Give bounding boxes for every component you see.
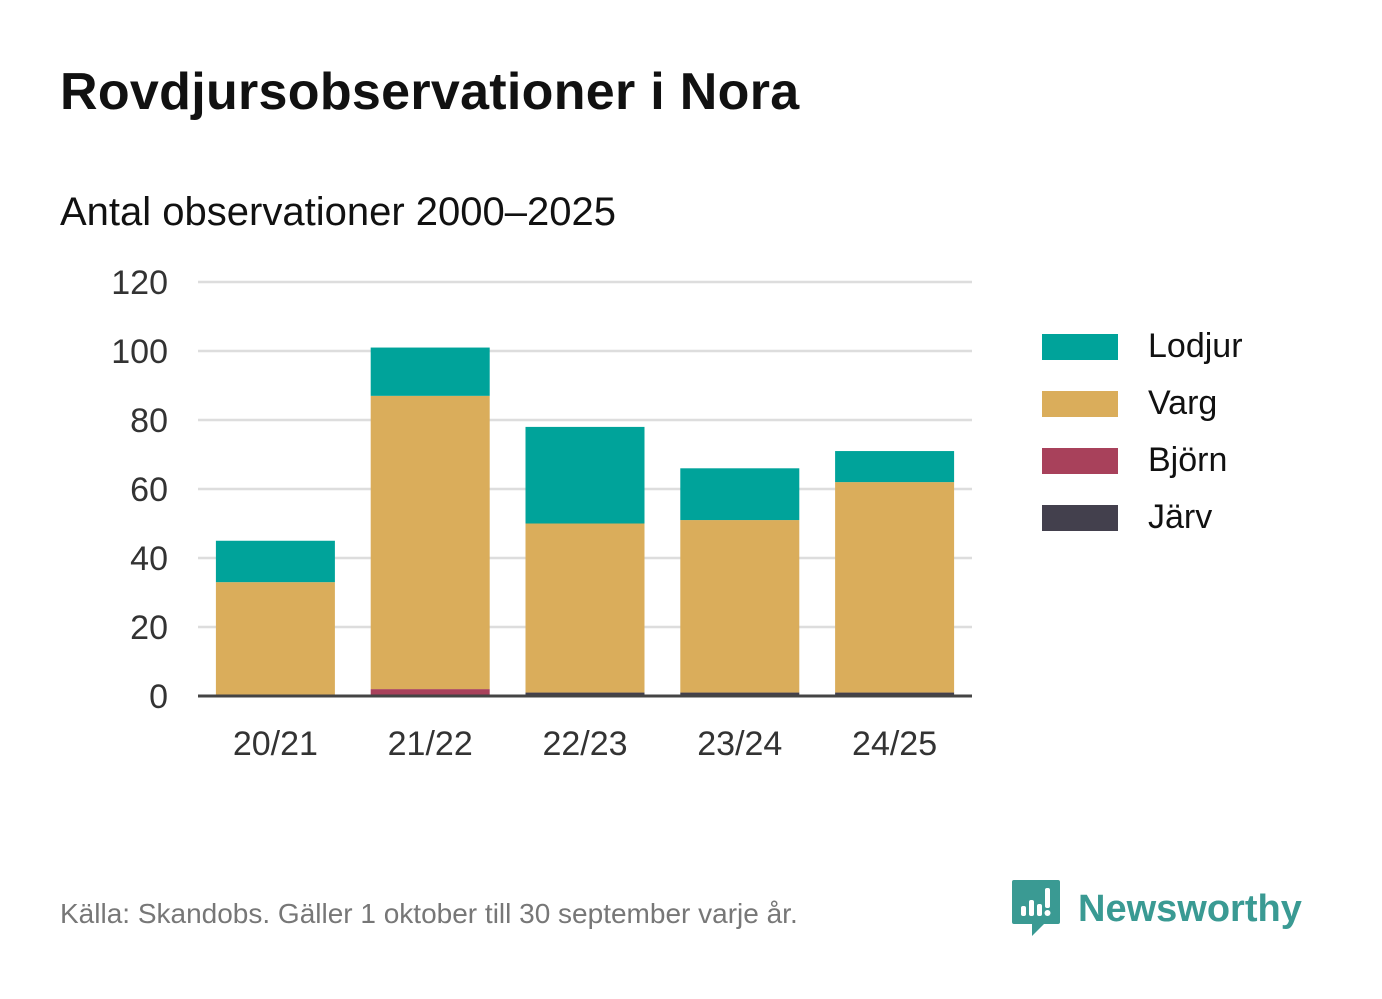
y-tick-label-120: 120 bbox=[111, 264, 168, 302]
chart-title: Rovdjursobservationer i Nora bbox=[60, 63, 800, 121]
legend-label-varg: Varg bbox=[1148, 384, 1218, 422]
bar-varg-22-23 bbox=[525, 523, 645, 693]
y-tick-label-80: 80 bbox=[130, 402, 168, 440]
legend-label-jarv: Järv bbox=[1148, 498, 1213, 536]
bar-bjrn-21-22 bbox=[370, 689, 490, 696]
legend-swatch-varg bbox=[1042, 390, 1118, 417]
bar-varg-23-24 bbox=[680, 520, 800, 693]
y-tick-label-60: 60 bbox=[130, 471, 168, 509]
x-tick-label-23-24: 23/24 bbox=[697, 725, 782, 763]
legend-swatch-lodjur bbox=[1042, 333, 1118, 360]
brand-name: Newsworthy bbox=[1078, 887, 1302, 930]
newsworthy-logo-icon bbox=[1012, 880, 1060, 936]
x-tick-label-24-25: 24/25 bbox=[852, 725, 937, 763]
legend-item-bjorn: Björn bbox=[1042, 432, 1243, 489]
legend-swatch-jarv bbox=[1042, 504, 1118, 531]
brand[interactable]: Newsworthy bbox=[1010, 878, 1302, 940]
bar-lodjur-20-21 bbox=[215, 540, 335, 583]
bar-varg-24-25 bbox=[835, 482, 955, 693]
bar-lodjur-23-24 bbox=[680, 468, 800, 521]
bar-lodjur-22-23 bbox=[525, 426, 645, 524]
bar-lodjur-21-22 bbox=[370, 347, 490, 396]
chart-subtitle: Antal observationer 2000–2025 bbox=[60, 190, 616, 234]
x-tick-label-22-23: 22/23 bbox=[542, 725, 627, 763]
x-tick-label-20-21: 20/21 bbox=[233, 725, 318, 763]
bar-jrv-23-24 bbox=[680, 692, 800, 696]
legend-label-lodjur: Lodjur bbox=[1148, 327, 1243, 365]
bar-lodjur-24-25 bbox=[835, 451, 955, 483]
bar-jrv-24-25 bbox=[835, 692, 955, 696]
chart-legend: Lodjur Varg Björn Järv bbox=[1042, 318, 1243, 546]
source-note: Källa: Skandobs. Gäller 1 oktober till 3… bbox=[60, 898, 798, 929]
bar-jrv-22-23 bbox=[525, 692, 645, 696]
legend-item-varg: Varg bbox=[1042, 375, 1243, 432]
legend-swatch-bjorn bbox=[1042, 447, 1118, 474]
legend-label-bjorn: Björn bbox=[1148, 441, 1228, 479]
y-tick-label-0: 0 bbox=[149, 678, 168, 716]
bar-varg-21-22 bbox=[370, 395, 490, 690]
bar-varg-20-21 bbox=[215, 582, 335, 696]
y-tick-label-100: 100 bbox=[111, 333, 168, 371]
legend-item-jarv: Järv bbox=[1042, 489, 1243, 546]
legend-item-lodjur: Lodjur bbox=[1042, 318, 1243, 375]
y-tick-label-20: 20 bbox=[130, 609, 168, 647]
x-tick-label-21-22: 21/22 bbox=[388, 725, 473, 763]
y-tick-label-40: 40 bbox=[130, 540, 168, 578]
